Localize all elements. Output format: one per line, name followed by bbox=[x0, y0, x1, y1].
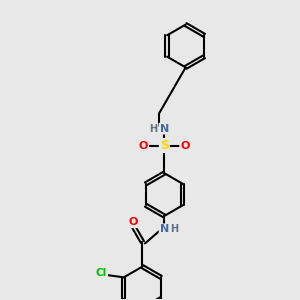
Text: N: N bbox=[160, 224, 169, 234]
Text: S: S bbox=[160, 139, 169, 152]
Text: O: O bbox=[139, 140, 148, 151]
Text: O: O bbox=[180, 140, 190, 151]
Text: Cl: Cl bbox=[96, 268, 107, 278]
Text: O: O bbox=[128, 217, 137, 227]
Text: N: N bbox=[160, 124, 169, 134]
Text: H: H bbox=[149, 124, 158, 134]
Text: H: H bbox=[170, 224, 178, 234]
